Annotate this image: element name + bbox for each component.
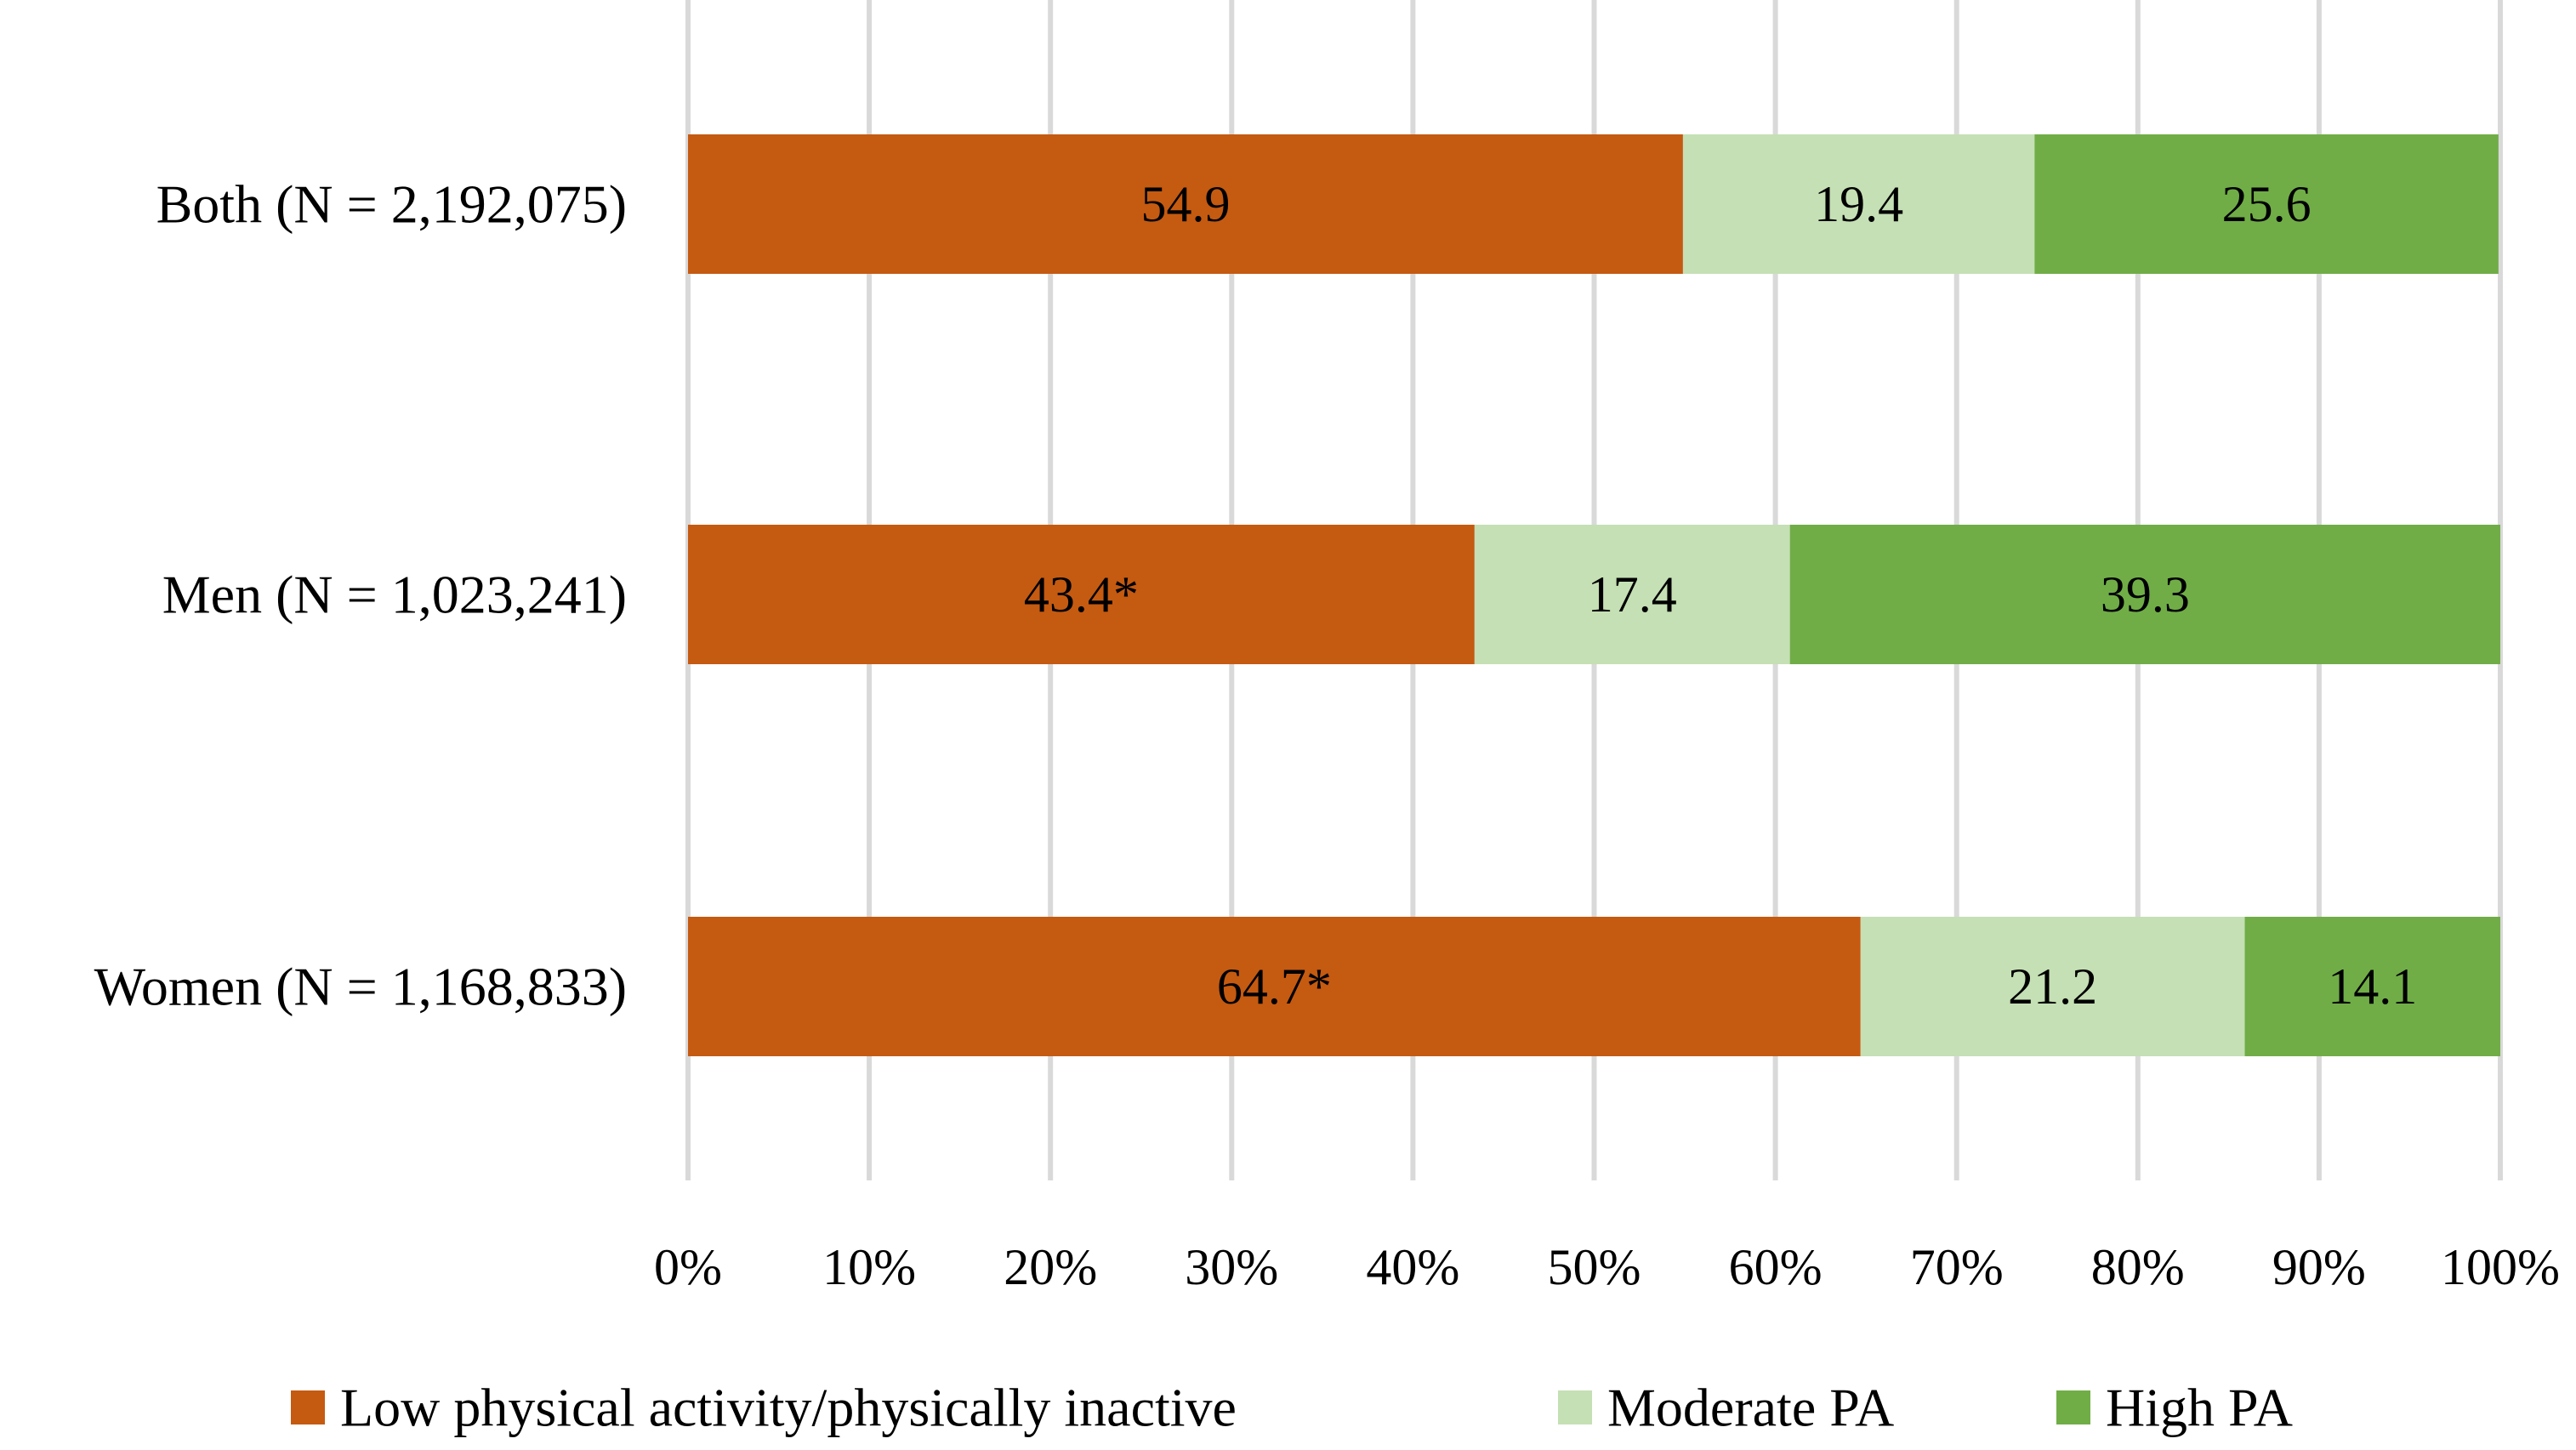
category-label: Both (N = 2,192,075)	[156, 174, 627, 235]
x-tick-label: 80%	[2091, 1239, 2185, 1295]
legend: Low physical activity/physically inactiv…	[291, 1378, 2293, 1438]
x-tick-label: 0%	[654, 1239, 722, 1295]
data-label: 19.4	[1814, 176, 1903, 232]
x-tick-label: 40%	[1366, 1239, 1459, 1295]
legend-swatch	[2056, 1390, 2090, 1424]
x-tick-label: 100%	[2441, 1239, 2560, 1295]
data-label: 64.7*	[1217, 958, 1332, 1015]
category-label: Women (N = 1,168,833)	[94, 957, 627, 1017]
bar-segment	[1789, 525, 2500, 664]
bar-segment	[2034, 134, 2499, 274]
x-tick-label: 30%	[1185, 1239, 1278, 1295]
x-axis-tick-labels: 0% 10% 20% 30% 40% 50% 60% 70% 80% 90% 100%	[654, 1239, 2560, 1295]
data-label: 14.1	[2328, 958, 2417, 1015]
bar-segment	[688, 134, 1683, 274]
x-tick-label: 90%	[2272, 1239, 2366, 1295]
bar-segment	[1860, 917, 2245, 1056]
bar-segment	[1682, 134, 2035, 274]
category-label: Men (N = 1,023,241)	[162, 565, 627, 625]
legend-label: High PA	[2106, 1378, 2293, 1438]
data-label: 54.9	[1140, 176, 1230, 232]
legend-label: Low physical activity/physically inactiv…	[340, 1378, 1237, 1438]
data-label: 17.4	[1588, 566, 1677, 623]
legend-label: Moderate PA	[1607, 1378, 1894, 1438]
data-label: 21.2	[2008, 958, 2097, 1015]
x-tick-label: 70%	[1910, 1239, 2004, 1295]
bar-segment	[1474, 525, 1790, 664]
legend-swatch	[1558, 1390, 1592, 1424]
x-tick-label: 10%	[822, 1239, 916, 1295]
bar-segment	[688, 525, 1475, 664]
x-tick-label: 60%	[1729, 1239, 1823, 1295]
bars	[688, 134, 2500, 1056]
data-label: 25.6	[2222, 176, 2312, 232]
data-label: 39.3	[2101, 566, 2190, 623]
data-label: 43.4*	[1024, 566, 1139, 623]
x-tick-label: 20%	[1004, 1239, 1097, 1295]
bar-segment	[688, 917, 1861, 1056]
bar-segment	[2244, 917, 2500, 1056]
legend-swatch	[291, 1390, 325, 1424]
data-labels: 54.9 19.4 25.6 43.4* 17.4 39.3 64.7* 21.2 14.1	[1024, 176, 2417, 1015]
x-tick-label: 50%	[1548, 1239, 1641, 1295]
category-labels: Both (N = 2,192,075) Men (N = 1,023,241) W…	[94, 174, 627, 1017]
